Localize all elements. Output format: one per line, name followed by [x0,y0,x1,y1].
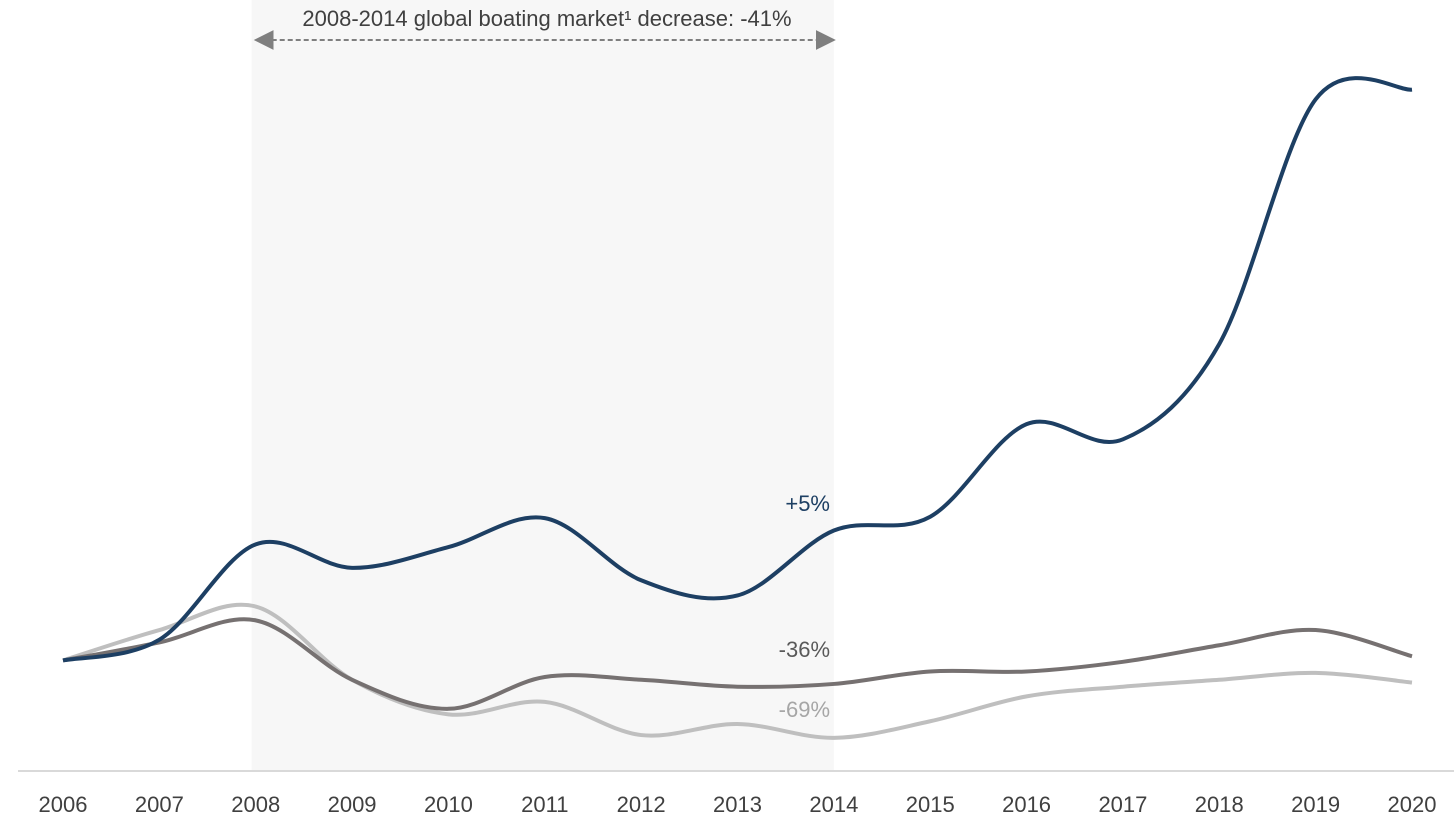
x-tick-label: 2012 [617,792,666,817]
x-tick-label: 2019 [1291,792,1340,817]
x-tick-label: 2006 [39,792,88,817]
change-label: -69% [779,697,830,722]
x-tick-label: 2014 [809,792,858,817]
x-tick-label: 2017 [1098,792,1147,817]
x-tick-label: 2011 [521,792,568,817]
x-tick-label: 2008 [231,792,280,817]
series-line [62,617,1413,711]
x-tick-label: 2010 [424,792,473,817]
x-tick-label: 2013 [713,792,762,817]
highlight-band [251,0,834,771]
change-label: -36% [779,637,830,662]
series-line [62,76,1413,663]
x-tick-label: 2015 [906,792,955,817]
change-label: +5% [785,491,830,516]
annotation: 2008-2014 global boating market¹ decreas… [302,6,791,31]
x-tick-label: 2009 [328,792,377,817]
series-line [62,602,1413,740]
x-tick-label: 2007 [135,792,184,817]
x-tick-label: 2020 [1388,792,1437,817]
x-tick-label: 2018 [1195,792,1244,817]
x-tick-label: 2016 [1002,792,1051,817]
